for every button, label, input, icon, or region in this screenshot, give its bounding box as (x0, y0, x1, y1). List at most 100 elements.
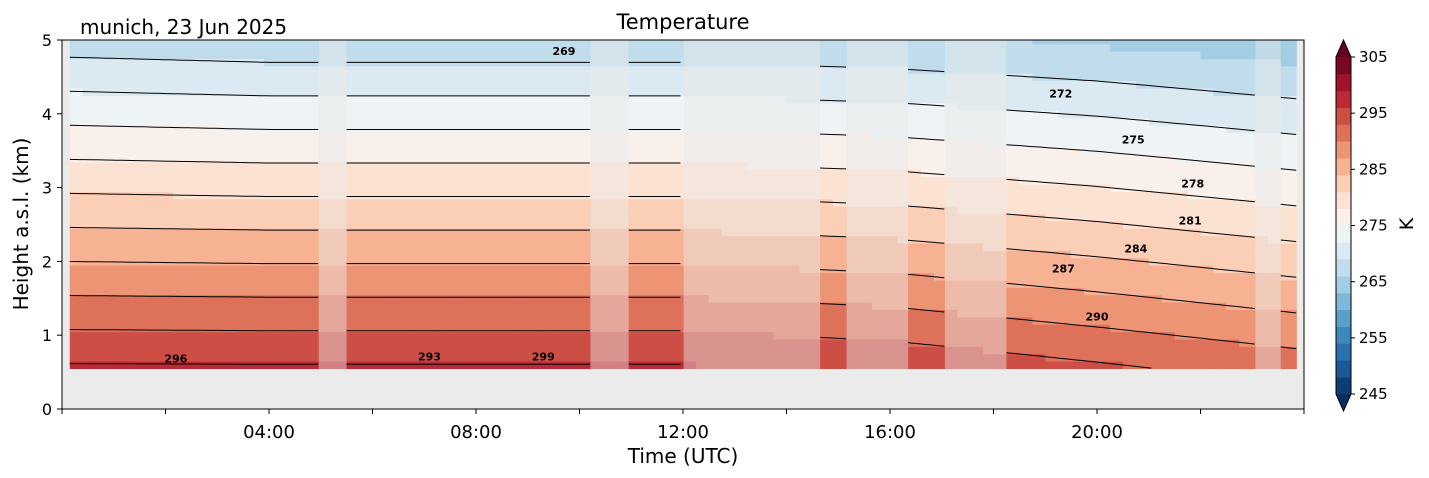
contour-line (69, 226, 319, 231)
contour-line (1006, 248, 1255, 274)
colorbar-tick-label: 265 (1359, 273, 1388, 291)
colorbar-band (1336, 191, 1351, 210)
contour-label: 293 (418, 350, 441, 363)
contour-line (820, 133, 847, 136)
colorbar-band (1336, 259, 1351, 277)
contour-line (1280, 96, 1297, 100)
contour-line (69, 56, 319, 63)
colorbar-extend-top (1336, 40, 1351, 57)
colorbar-tick-label: 285 (1359, 160, 1388, 178)
colorbar-band (1336, 174, 1351, 193)
colorbar-band (1336, 90, 1351, 108)
y-tick-label: 5 (42, 31, 52, 50)
colorbar-label: K (1396, 217, 1418, 230)
colorbar-band (1336, 309, 1351, 327)
colorbar-band (1336, 326, 1351, 344)
measured-segment (628, 40, 684, 370)
chart-title: Temperature (615, 10, 749, 34)
colorbar-band (1336, 158, 1351, 176)
contour-line (908, 308, 945, 313)
contour-line (1280, 275, 1297, 278)
y-axis-ticks: 0 1 2 3 4 5 (42, 31, 62, 419)
contour-line (69, 124, 319, 130)
gap-segment (683, 40, 821, 370)
y-axis-label: Height a.s.l. (km) (9, 138, 33, 311)
colorbar-band (1336, 360, 1351, 378)
contour-line (69, 90, 319, 97)
contour-line (908, 103, 945, 107)
contour-label: 269 (552, 45, 575, 58)
contour-line (1006, 352, 1152, 369)
contour-line (1006, 74, 1255, 96)
contour-label: 278 (1181, 178, 1204, 191)
colorbar-tick-label: 295 (1359, 104, 1388, 122)
x-axis-label: Time (UTC) (627, 444, 739, 468)
colorbar-band (1336, 225, 1351, 243)
contour-label: 290 (1086, 310, 1109, 323)
contour-labels: 269 272 275 278 281 284 287 290 296 293 299 (164, 45, 1204, 366)
contour-line (908, 171, 945, 176)
colorbar-band (1336, 141, 1351, 159)
contour-line (908, 205, 945, 210)
colorbar-band (1336, 73, 1351, 92)
colorbar-tick-label: 255 (1359, 329, 1388, 347)
x-tick-label: 20:00 (1071, 422, 1123, 443)
x-tick-label: 04:00 (243, 422, 295, 443)
colorbar-band (1336, 242, 1351, 260)
contour-line (908, 137, 945, 141)
contour-line (908, 239, 945, 244)
colorbar: 245 255 265 275 285 295 305 (1335, 38, 1388, 413)
y-tick-label: 3 (42, 179, 52, 198)
y-tick-label: 1 (42, 326, 52, 345)
colorbar-band (1336, 107, 1351, 125)
colorbar-band (1336, 377, 1351, 395)
colorbar-band (1336, 57, 1351, 75)
contour-line (1006, 317, 1255, 345)
x-tick-label: 16:00 (864, 422, 916, 443)
y-tick-label: 4 (42, 105, 52, 124)
x-axis-ticks: 04:00 08:00 12:00 16:00 20:00 (61, 409, 1305, 443)
contour-label: 272 (1049, 88, 1072, 101)
contour-label: 275 (1122, 133, 1145, 146)
contour-line (820, 336, 847, 340)
contour-line (1280, 203, 1297, 207)
x-tick-label: 08:00 (450, 422, 502, 443)
contour-line (1280, 346, 1297, 350)
contour-line (1280, 168, 1297, 171)
colorbar-band (1336, 276, 1351, 294)
contour-line (908, 69, 945, 73)
contour-line (69, 261, 319, 265)
measured-segment (820, 40, 847, 370)
y-tick-label: 0 (42, 400, 52, 419)
measured-segment (908, 40, 945, 370)
colorbar-tick-label: 305 (1359, 48, 1388, 66)
colorbar-band (1336, 124, 1351, 142)
colorbar-band (1336, 208, 1351, 226)
contour-line (1280, 310, 1297, 314)
measured-segment (346, 40, 591, 370)
contour-line (908, 273, 945, 279)
contour-lines (69, 56, 1297, 369)
colorbar-band (1336, 292, 1351, 311)
contour-line (1006, 213, 1255, 238)
contour-line (1006, 109, 1255, 132)
contour-line (69, 192, 319, 197)
contour-line (908, 342, 945, 347)
measured-segment (69, 40, 319, 370)
contour-line (1006, 144, 1255, 167)
contour-line (1006, 178, 1255, 203)
contour-label: 287 (1052, 262, 1075, 275)
contour-line (1280, 132, 1297, 135)
colorbar-tick-label: 275 (1359, 217, 1388, 235)
gap-segment (944, 40, 1008, 370)
contour-line (69, 329, 319, 332)
contour-line (820, 201, 847, 204)
gap-segment (1254, 40, 1282, 370)
contour-line (820, 235, 847, 238)
gap-segment (318, 40, 348, 370)
contour-line (820, 65, 847, 68)
contour-line (69, 158, 319, 164)
contour-line (820, 167, 847, 170)
gap-segment (589, 40, 630, 370)
chart-subtitle: munich, 23 Jun 2025 (80, 15, 287, 39)
